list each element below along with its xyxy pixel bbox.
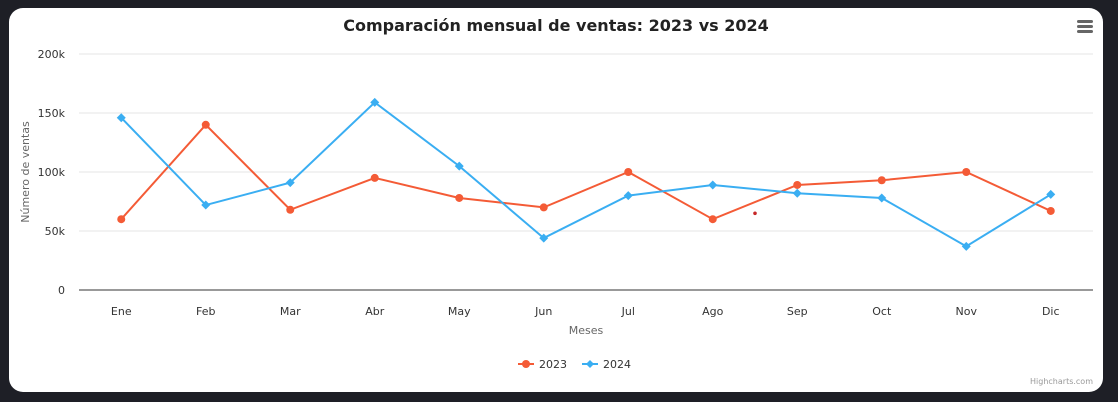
y-tick-label: 150k [38, 107, 66, 120]
legend-item-2024[interactable]: 2024 [603, 358, 631, 371]
data-point-2024 [539, 233, 549, 243]
data-point-2023 [286, 205, 295, 214]
legend: 2023 2024 [518, 358, 631, 371]
x-tick-label: Nov [956, 305, 978, 318]
x-tick-label: Feb [196, 305, 215, 318]
series-line-2024 [120, 101, 1052, 248]
y-axis-label: Número de ventas [19, 121, 32, 223]
x-tick-label: Ene [111, 305, 132, 318]
data-point-2023 [539, 203, 548, 212]
y-tick-label: 0 [58, 284, 65, 297]
data-point-2024 [370, 97, 380, 107]
grid [79, 53, 1093, 232]
y-tick-label: 100k [38, 166, 66, 179]
data-point-2024 [792, 188, 802, 198]
x-tick-label: Oct [872, 305, 892, 318]
x-tick-label: Mar [280, 305, 301, 318]
chart-svg: 0 50k 100k 150k 200k Ene Feb Mar Abr May Jun Jul Ag… [19, 48, 1093, 371]
data-point-2024 [1046, 189, 1056, 199]
data-point-2024 [708, 180, 718, 190]
data-point-2023 [624, 168, 633, 176]
data-point-2024 [116, 113, 126, 123]
chart-container: Comparación mensual de ventas: 2023 vs 2… [9, 8, 1103, 392]
data-point-2024 [285, 178, 295, 188]
chart-title: Comparación mensual de ventas: 2023 vs 2… [343, 16, 769, 35]
legend-item-2023[interactable]: 2023 [539, 358, 567, 371]
data-point-2024 [877, 193, 887, 203]
x-tick-label: Jun [534, 305, 552, 318]
y-axis-ticks: 0 50k 100k 150k 200k [38, 48, 66, 297]
data-point-2023 [455, 193, 464, 202]
series-line-2023 [120, 123, 1052, 221]
x-axis-ticks: Ene Feb Mar Abr May Jun Jul Ago Sep Oct Nov Dic [111, 305, 1060, 318]
stray-point [753, 211, 757, 216]
data-point-2023 [201, 120, 210, 129]
data-point-2023 [962, 168, 971, 176]
x-tick-label: Ago [702, 305, 724, 318]
data-point-2023 [1046, 206, 1055, 215]
x-tick-label: Jul [621, 305, 635, 318]
x-axis-label: Meses [569, 324, 604, 337]
y-tick-label: 200k [38, 48, 66, 61]
data-point-2024 [454, 161, 464, 171]
hamburger-menu-icon[interactable] [1077, 20, 1093, 34]
data-point-2024 [961, 241, 971, 251]
x-tick-label: Sep [787, 305, 808, 318]
x-tick-label: May [448, 305, 471, 318]
data-point-2023 [708, 215, 717, 224]
data-point-2023 [877, 176, 886, 185]
data-point-2024 [201, 200, 211, 210]
data-point-2024 [623, 191, 633, 201]
credits-text[interactable]: Highcharts.com [1030, 377, 1093, 386]
data-point-2023 [117, 215, 126, 224]
x-tick-label: Abr [365, 305, 385, 318]
data-point-2023 [370, 173, 379, 182]
series-group [116, 97, 1056, 251]
legend-marker-circle [522, 360, 530, 368]
legend-marker-diamond [586, 360, 594, 368]
y-tick-label: 50k [45, 225, 66, 238]
data-point-2023 [793, 180, 802, 189]
x-tick-label: Dic [1042, 305, 1060, 318]
